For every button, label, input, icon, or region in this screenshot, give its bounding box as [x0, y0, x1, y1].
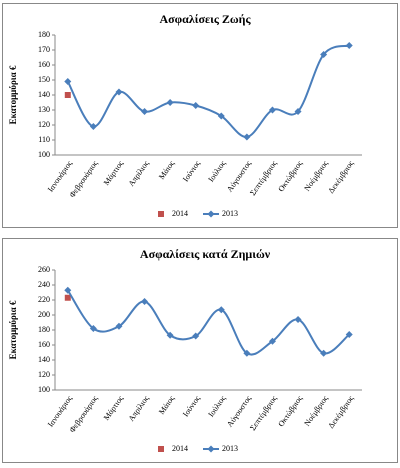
marker [64, 92, 71, 98]
marker [89, 123, 97, 130]
marker [141, 298, 149, 305]
marker [268, 106, 276, 114]
marker [166, 99, 174, 106]
y-tick-label: 100 [38, 150, 50, 159]
y-axis-label: Εκατομμύρια € [8, 65, 18, 124]
marker [217, 112, 225, 120]
marker [217, 306, 225, 314]
marker [192, 102, 200, 109]
marker [115, 322, 123, 330]
y-tick-label: 180 [38, 325, 50, 334]
marker [294, 316, 302, 323]
y-tick-label: 260 [38, 265, 50, 274]
y-tick-label: 140 [38, 90, 50, 99]
y-tick-label: 120 [38, 120, 50, 129]
legend-label: 2013 [222, 209, 238, 218]
y-tick-label: 180 [38, 30, 50, 39]
marker [345, 42, 353, 49]
marker [115, 88, 123, 96]
marker [64, 286, 72, 294]
y-tick-label: 220 [38, 295, 50, 304]
y-tick-label: 150 [38, 75, 50, 84]
legend-marker [158, 211, 164, 217]
legend-label: 2013 [222, 444, 238, 453]
y-tick-label: 140 [38, 355, 50, 364]
y-tick-label: 170 [38, 45, 50, 54]
chart-title: Ασφαλίσεις κατά Ζημιών [140, 247, 271, 261]
marker [192, 332, 200, 340]
y-tick-label: 100 [38, 385, 50, 394]
marker [64, 78, 72, 85]
marker [294, 108, 302, 115]
y-tick-label: 130 [38, 105, 50, 114]
marker [320, 349, 328, 357]
chart-title: Ασφαλίσεις Ζωής [159, 12, 251, 26]
chart-frame [2, 3, 398, 228]
marker [243, 349, 251, 357]
y-axis-label: Εκατομμύρια € [8, 300, 18, 359]
marker [243, 133, 251, 141]
y-tick-label: 110 [38, 135, 50, 144]
y-tick-label: 160 [38, 60, 50, 69]
y-tick-label: 240 [38, 280, 50, 289]
marker [64, 294, 71, 301]
y-tick-label: 120 [38, 370, 50, 379]
marker [268, 337, 276, 345]
marker [141, 108, 149, 115]
legend-marker [158, 446, 164, 452]
marker [89, 325, 97, 332]
marker [320, 51, 328, 58]
legend-marker [207, 210, 215, 218]
y-tick-label: 160 [38, 340, 50, 349]
chart-frame [2, 238, 398, 463]
marker [345, 331, 353, 338]
legend-marker [207, 445, 215, 453]
marker [166, 331, 174, 339]
y-tick-label: 200 [38, 310, 50, 319]
legend-label: 2014 [172, 209, 188, 218]
legend-label: 2014 [172, 444, 188, 453]
